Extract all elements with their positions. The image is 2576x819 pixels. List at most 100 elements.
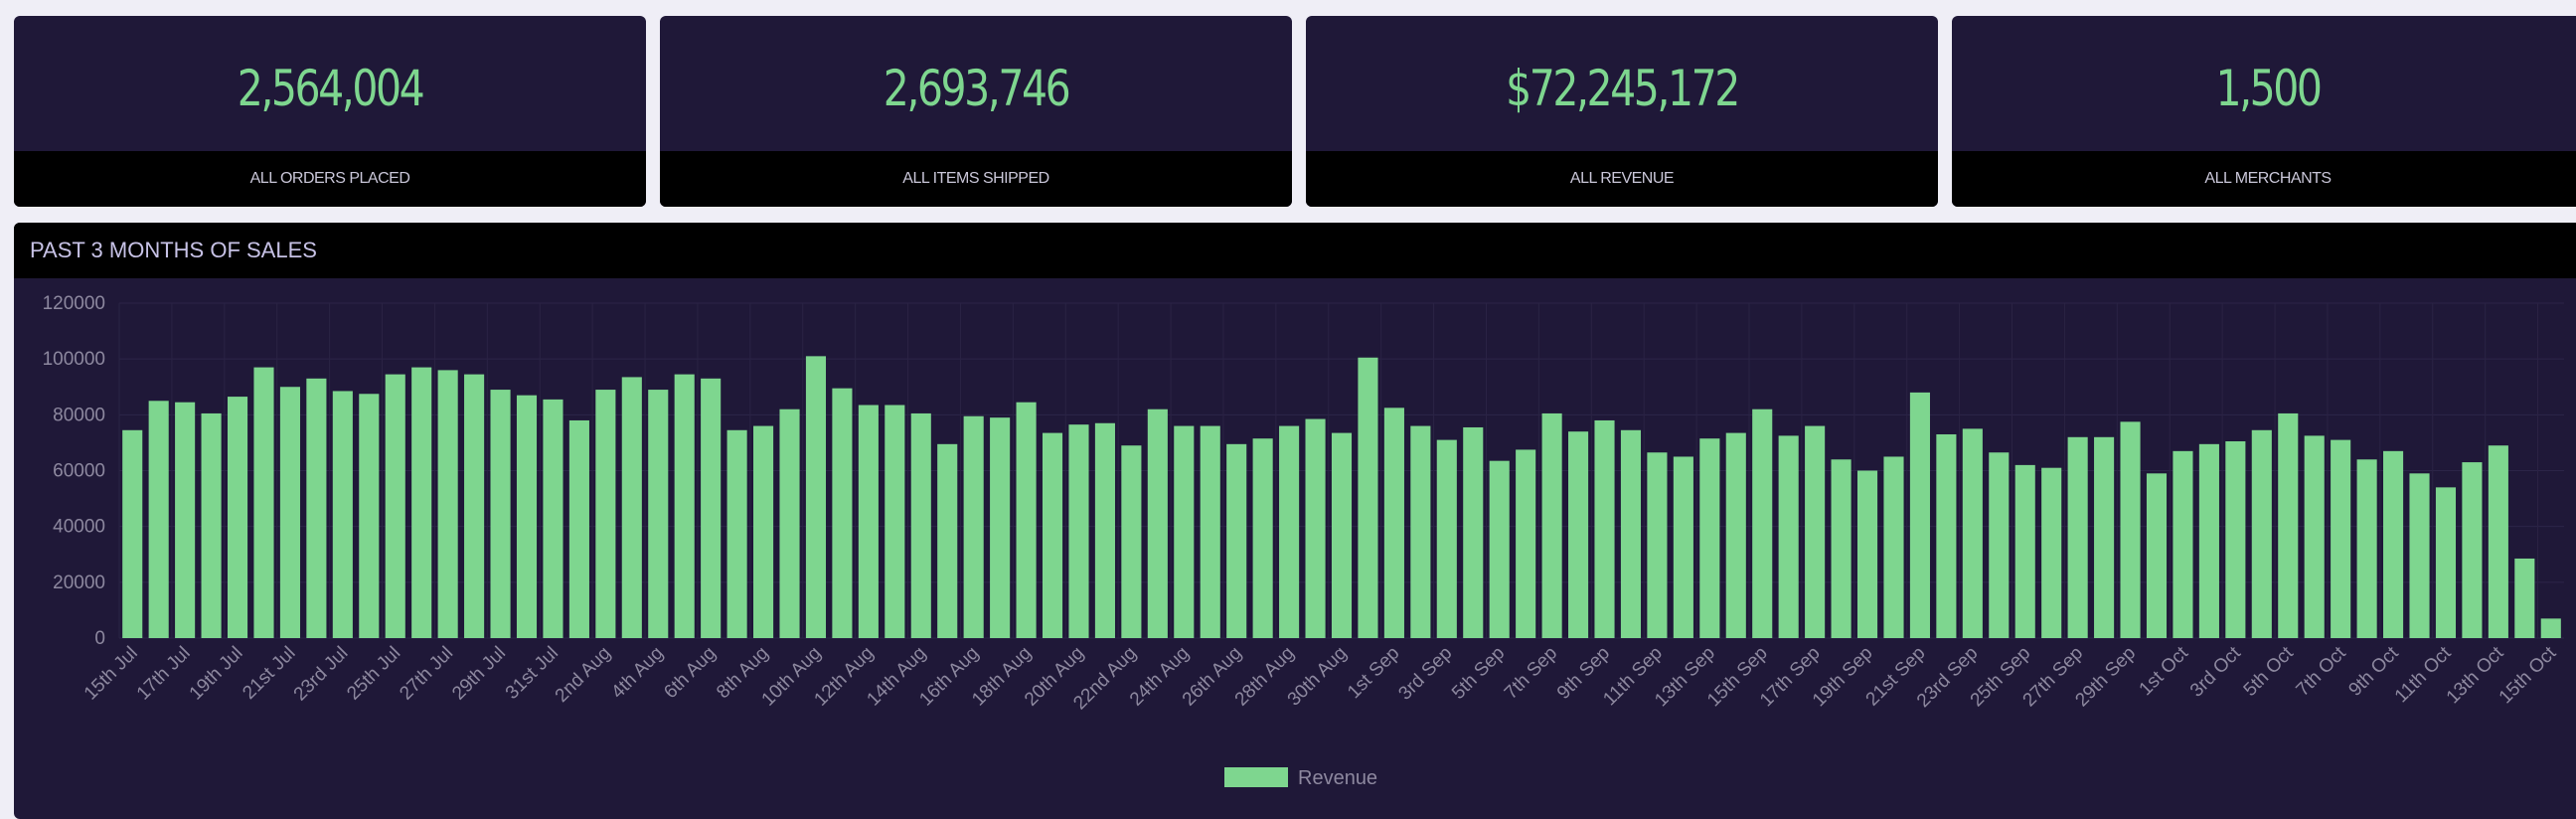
bar[interactable] [805,356,827,638]
bar[interactable] [1383,408,1404,638]
bar[interactable] [1252,438,1273,638]
bar[interactable] [1358,357,1378,638]
bar[interactable] [1883,456,1904,638]
bar[interactable] [2514,558,2535,638]
bar[interactable] [1568,431,1589,638]
bar[interactable] [1226,443,1247,638]
bar[interactable] [2146,473,2168,638]
y-tick-label: 60000 [53,461,105,482]
stat-label: ALL ORDERS PLACED [14,151,646,207]
bar[interactable] [2251,429,2272,638]
bar[interactable] [1805,425,1826,638]
bar[interactable] [910,412,931,638]
bar[interactable] [963,415,984,638]
bar[interactable] [1410,425,1431,638]
bar[interactable] [2067,436,2088,638]
bar[interactable] [568,419,589,638]
stats-row: 2,564,004 ALL ORDERS PLACED 2,693,746 AL… [0,0,2576,219]
bar[interactable] [1594,419,1615,638]
bar[interactable] [621,377,642,638]
bar[interactable] [2120,421,2141,638]
bar[interactable] [2488,445,2508,638]
bar[interactable] [543,399,564,638]
bar[interactable] [201,412,222,638]
bar[interactable] [2435,487,2457,638]
bar[interactable] [359,394,380,638]
bar[interactable] [2278,412,2299,638]
stat-card-merchants: 1,500 ALL MERCHANTS [1952,16,2576,207]
bar[interactable] [2540,618,2561,638]
bar[interactable] [990,417,1011,638]
bar[interactable] [937,443,958,638]
bar[interactable] [1042,432,1063,638]
bar[interactable] [1856,470,1878,639]
bar[interactable] [385,374,405,638]
bar[interactable] [411,367,432,638]
bar[interactable] [437,370,458,638]
bar[interactable] [1068,424,1089,638]
bar[interactable] [1962,428,1983,638]
bar[interactable] [1778,435,1799,638]
bar[interactable] [1831,459,1852,638]
bar[interactable] [753,425,774,638]
bar[interactable] [2409,473,2430,638]
bar[interactable] [306,378,327,638]
bar[interactable] [1436,439,1457,638]
bar[interactable] [1200,425,1220,638]
bar[interactable] [1305,418,1326,638]
bar[interactable] [1989,452,2010,638]
bar[interactable] [1463,426,1484,638]
bar[interactable] [1620,429,1642,638]
bar[interactable] [1699,438,1720,638]
bar[interactable] [2225,441,2246,638]
bar[interactable] [122,429,143,638]
bar[interactable] [1936,433,1957,638]
bar[interactable] [1121,445,1142,638]
bar[interactable] [2014,464,2035,638]
bar[interactable] [1541,412,1562,638]
bar[interactable] [1331,432,1353,638]
bar[interactable] [2383,450,2404,638]
bar[interactable] [2198,443,2219,638]
bar[interactable] [2304,435,2325,638]
bar[interactable] [490,390,511,638]
bar[interactable] [227,397,248,638]
x-tick-label: 29th Jul [448,643,510,705]
bar[interactable] [2331,439,2351,638]
bar[interactable] [1016,402,1037,638]
bar[interactable] [1147,409,1168,638]
bar[interactable] [1673,456,1693,638]
bar[interactable] [1094,422,1115,638]
bar[interactable] [464,374,485,638]
bar[interactable] [332,391,353,638]
bar[interactable] [1279,425,1300,638]
bar[interactable] [885,405,905,638]
bar[interactable] [779,409,800,638]
bar[interactable] [148,401,169,638]
bar[interactable] [858,405,879,638]
bar[interactable] [595,390,616,638]
bar[interactable] [2173,450,2193,638]
legend-swatch[interactable] [1224,767,1288,787]
bar[interactable] [175,402,196,638]
bar[interactable] [1909,392,1930,638]
bar[interactable] [1174,425,1195,638]
bar[interactable] [516,395,538,638]
legend-label[interactable]: Revenue [1298,767,1377,789]
bar[interactable] [2356,459,2377,638]
bar[interactable] [832,388,853,638]
bar[interactable] [2094,436,2115,638]
bar[interactable] [279,387,300,638]
bar[interactable] [1752,409,1773,638]
bar[interactable] [1489,460,1510,638]
bar[interactable] [1725,432,1746,638]
bar[interactable] [1516,449,1536,638]
bar[interactable] [726,429,747,638]
bar[interactable] [1647,452,1668,638]
bar[interactable] [701,378,722,638]
bar[interactable] [2041,467,2062,638]
bar[interactable] [2462,462,2483,638]
bar[interactable] [674,374,695,638]
bar[interactable] [648,390,669,638]
bar[interactable] [253,367,274,638]
